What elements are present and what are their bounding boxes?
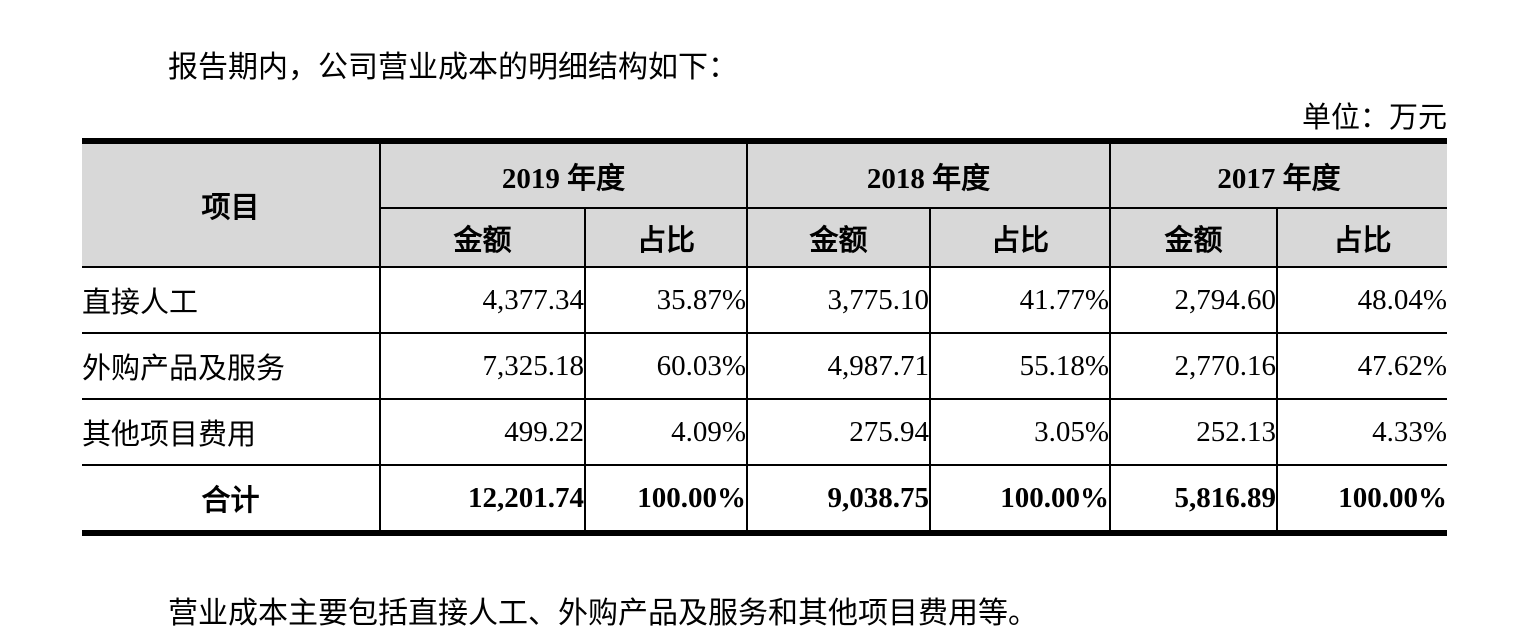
table-cell-total-amount-2017: 5,816.89 bbox=[1109, 464, 1279, 534]
table-cell-item: 外购产品及服务 bbox=[82, 332, 381, 400]
table-cell-ratio-2019: 4.09% bbox=[583, 398, 749, 466]
header-row-years: 项目 2019 年度 2018 年度 2017 年度 bbox=[82, 140, 1448, 268]
table-cell-ratio-2019: 60.03% bbox=[583, 332, 749, 400]
table-row-total: 合计 12,201.74 100.00% 9,038.75 100.00% 5,… bbox=[82, 464, 1448, 534]
table-cell-amount-2017: 252.13 bbox=[1109, 398, 1279, 466]
header-cell-amount-2018: 金额 bbox=[746, 207, 932, 268]
table-cell-total-label: 合计 bbox=[82, 464, 381, 534]
header-cell-ratio-2017: 占比 bbox=[1276, 207, 1448, 268]
table-cell-amount-2019: 4,377.34 bbox=[379, 266, 586, 334]
table-row-purchased-products-services: 外购产品及服务 7,325.18 60.03% 4,987.71 55.18% … bbox=[82, 332, 1448, 400]
table-cell-amount-2019: 499.22 bbox=[379, 398, 586, 466]
header-cell-ratio-2018: 占比 bbox=[929, 207, 1112, 268]
table-cell-ratio-2018: 41.77% bbox=[929, 266, 1112, 334]
table-cell-amount-2018: 3,775.10 bbox=[746, 266, 932, 334]
table-cell-amount-2018: 4,987.71 bbox=[746, 332, 932, 400]
footer-paragraph: 营业成本主要包括直接人工、外购产品及服务和其他项目费用等。 bbox=[168, 597, 1038, 630]
table-cell-ratio-2017: 4.33% bbox=[1276, 398, 1448, 466]
table-cell-total-ratio-2019: 100.00% bbox=[583, 464, 749, 534]
header-cell-amount-2019: 金额 bbox=[379, 207, 586, 268]
table-cell-amount-2017: 2,770.16 bbox=[1109, 332, 1279, 400]
header-cell-year-2018: 2018 年度 bbox=[746, 140, 1112, 209]
table-cell-ratio-2018: 55.18% bbox=[929, 332, 1112, 400]
table-cell-total-amount-2018: 9,038.75 bbox=[746, 464, 932, 534]
table-row-other-project-expenses: 其他项目费用 499.22 4.09% 275.94 3.05% 252.13 … bbox=[82, 398, 1448, 466]
unit-label: 单位：万元 bbox=[1301, 102, 1447, 134]
table-cell-ratio-2018: 3.05% bbox=[929, 398, 1112, 466]
header-row-subheaders: 金额 占比 金额 占比 金额 占比 bbox=[82, 207, 1448, 268]
table-cell-amount-2018: 275.94 bbox=[746, 398, 932, 466]
table-cell-amount-2017: 2,794.60 bbox=[1109, 266, 1279, 334]
cost-breakdown-table: 项目 2019 年度 2018 年度 2017 年度 金额 占比 金额 占比 金… bbox=[82, 138, 1448, 536]
table-cell-total-amount-2019: 12,201.74 bbox=[379, 464, 586, 534]
header-cell-year-2017: 2017 年度 bbox=[1109, 140, 1448, 209]
table-cell-amount-2019: 7,325.18 bbox=[379, 332, 586, 400]
table-cell-item: 其他项目费用 bbox=[82, 398, 381, 466]
header-cell-item: 项目 bbox=[82, 140, 381, 268]
header-cell-year-2019: 2019 年度 bbox=[378, 140, 749, 209]
table-cell-ratio-2017: 47.62% bbox=[1276, 332, 1448, 400]
table-row-direct-labor: 直接人工 4,377.34 35.87% 3,775.10 41.77% 2,7… bbox=[82, 266, 1448, 334]
header-cell-amount-2017: 金额 bbox=[1109, 207, 1279, 268]
table-cell-ratio-2017: 48.04% bbox=[1276, 266, 1448, 334]
table-cell-ratio-2019: 35.87% bbox=[583, 266, 749, 334]
intro-paragraph: 报告期内，公司营业成本的明细结构如下： bbox=[168, 51, 738, 84]
table-cell-total-ratio-2018: 100.00% bbox=[929, 464, 1112, 534]
header-cell-ratio-2019: 占比 bbox=[583, 207, 749, 268]
table-cell-total-ratio-2017: 100.00% bbox=[1276, 464, 1448, 534]
table-cell-item: 直接人工 bbox=[82, 266, 381, 334]
